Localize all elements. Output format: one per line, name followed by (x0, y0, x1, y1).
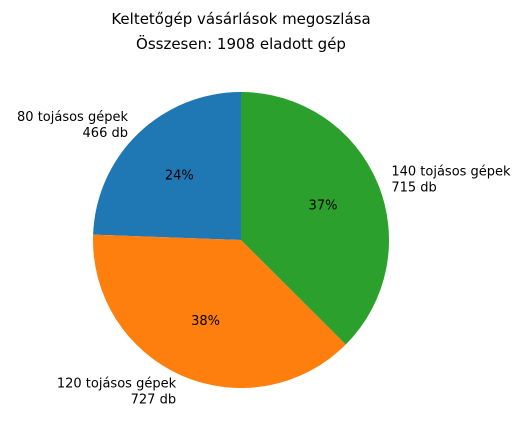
chart-title: Keltetőgép vásárlások megoszlása (111, 10, 370, 28)
slice-value: 727 db (131, 392, 176, 407)
chart-subtitle: Összesen: 1908 eladott gép (136, 34, 346, 53)
slice-name: 120 tojásos gépek (57, 376, 177, 391)
slice-percent-label: 37% (309, 198, 338, 213)
slice-category-label: 80 tojásos gépek 466 db (17, 110, 128, 141)
slice-category-label: 140 tojásos gépek 715 db (391, 165, 511, 196)
slice-value: 715 db (391, 181, 436, 196)
slice-percent-label: 24% (165, 169, 194, 184)
slice-name: 80 tojásos gépek (17, 110, 128, 125)
pie-slice-3 (241, 92, 389, 345)
pie-slice-2 (93, 234, 346, 388)
pie-labels: 24% 80 tojásos gépek 466 db 38% 120 tojásos … (17, 110, 511, 407)
pie-slice-1 (93, 92, 241, 240)
pie-slices (93, 92, 389, 388)
slice-percent-label: 38% (191, 314, 220, 329)
slice-value: 466 db (83, 126, 128, 141)
slice-name: 140 tojásos gépek (391, 165, 511, 180)
slice-category-label: 120 tojásos gépek 727 db (57, 376, 177, 407)
